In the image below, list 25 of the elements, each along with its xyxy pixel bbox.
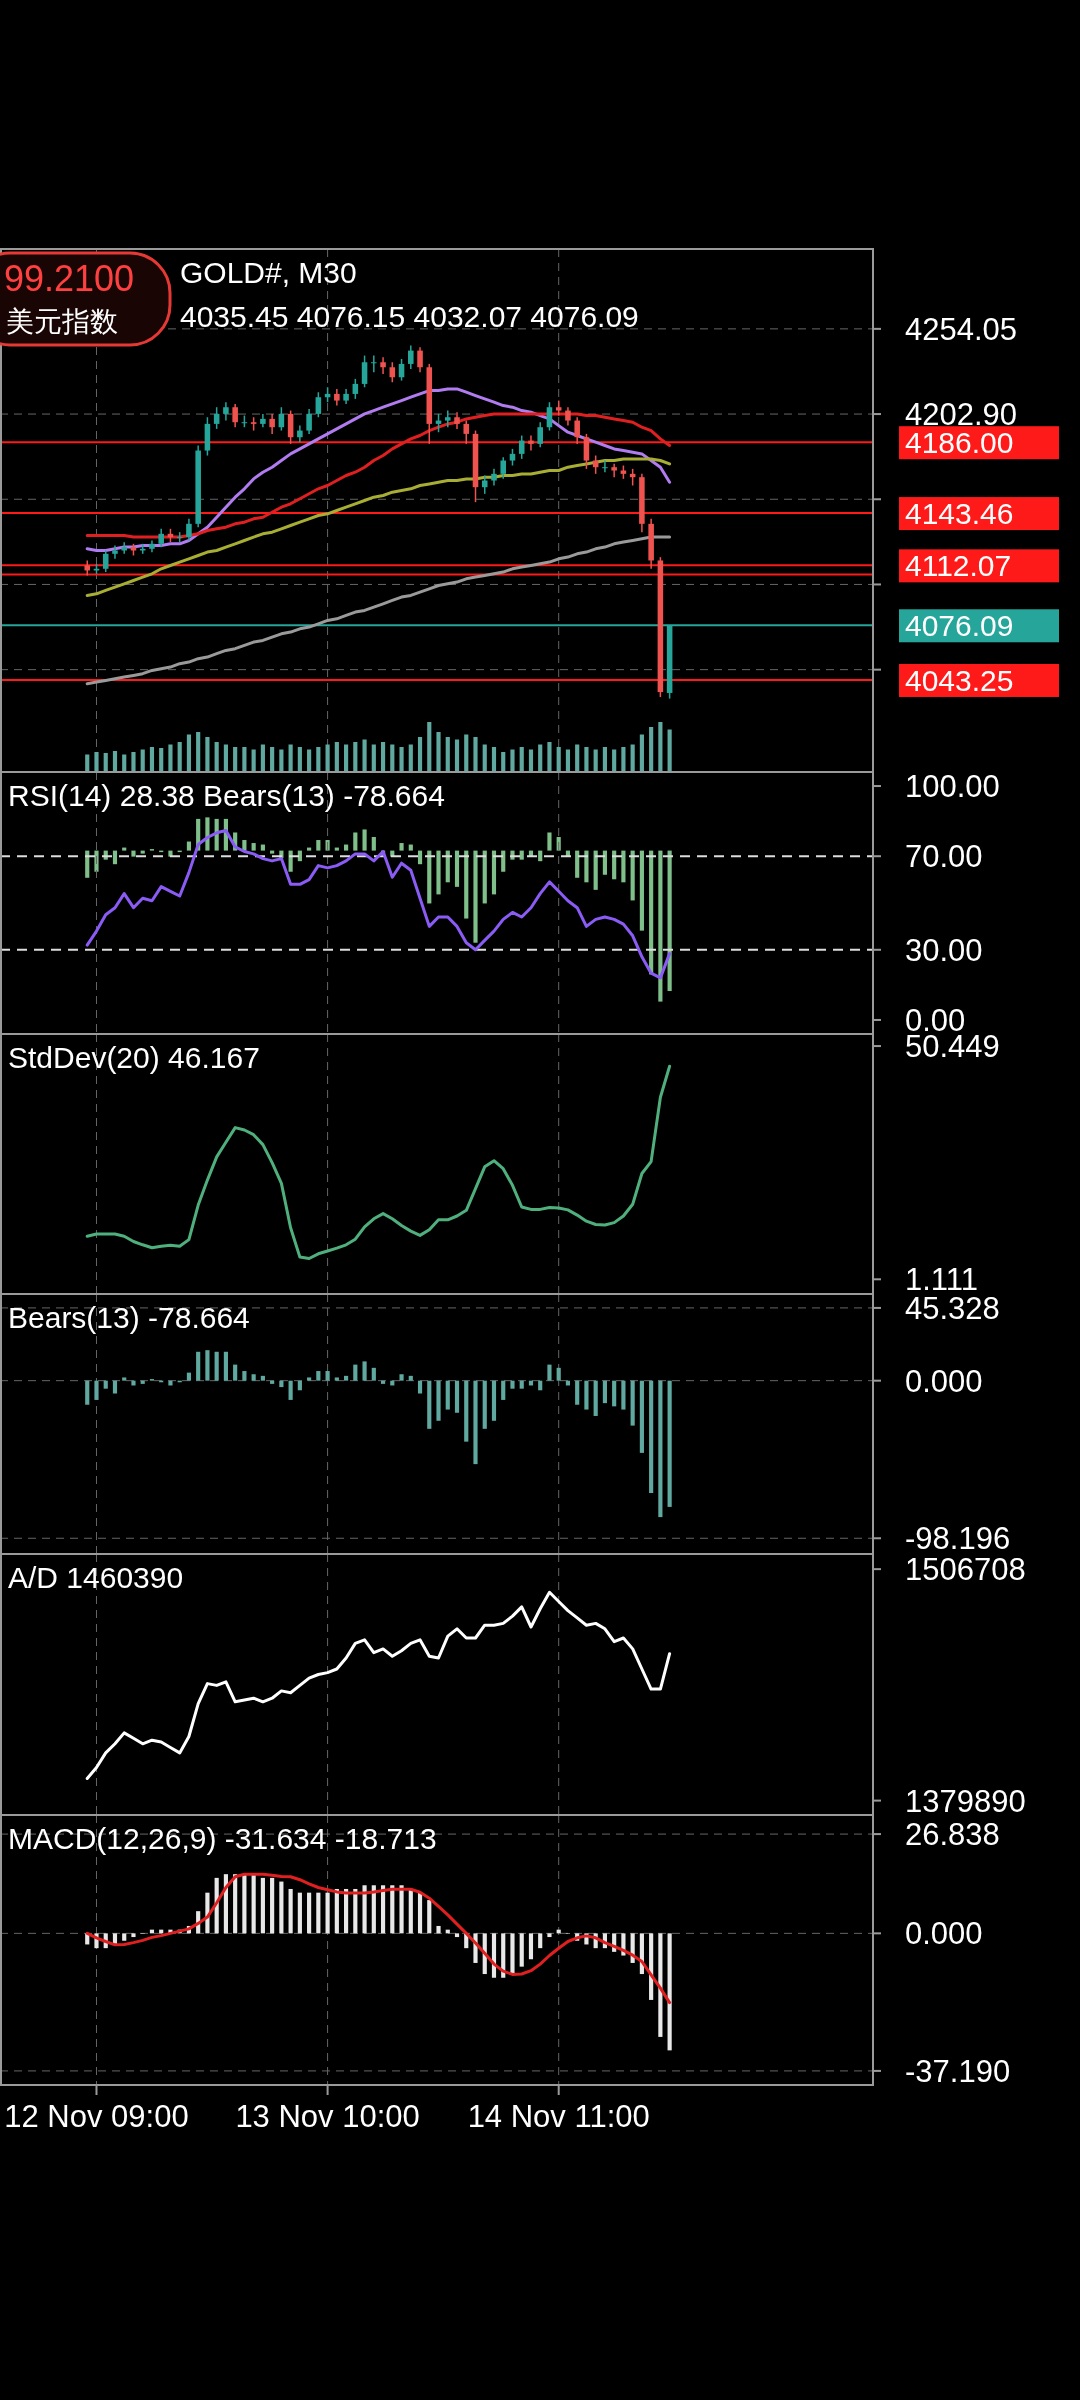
ref-line-label: 4143.46 [905, 497, 1014, 531]
y-tick-label: 0.000 [905, 1363, 983, 1399]
y-tick-label: 1379890 [905, 1783, 1026, 1819]
chart-title: MACD(12,26,9) -31.634 -18.713 [8, 1822, 437, 1855]
ref-line-label: 4112.07 [905, 549, 1012, 583]
y-tick-label: 0.000 [905, 1916, 983, 1952]
y-tick-label: 30.00 [905, 932, 983, 968]
chart-title: GOLD#, M30 [180, 256, 357, 289]
chart-title: Bears(13) -78.664 [8, 1301, 250, 1334]
annotation: 99.2100 [4, 258, 135, 299]
x-tick-label: 14 Nov 11:00 [467, 2099, 650, 2134]
y-tick-label: 70.00 [905, 839, 983, 875]
chart-title: StdDev(20) 46.167 [8, 1041, 260, 1074]
annotation: 美元指数 [6, 306, 118, 337]
chart-title: RSI(14) 28.38 Bears(13) -78.664 [8, 779, 445, 812]
y-tick-label: 26.838 [905, 1817, 1000, 1853]
y-tick-label: 100.00 [905, 769, 1000, 805]
ref-line-label: 4043.25 [905, 663, 1014, 697]
x-tick-label: 13 Nov 10:00 [235, 2099, 420, 2134]
x-tick-label: 12 Nov 09:00 [4, 2099, 189, 2134]
ref-line-label: 4076.09 [905, 609, 1014, 643]
chart-title: A/D 1460390 [8, 1561, 184, 1594]
y-tick-label: 4254.05 [905, 311, 1018, 347]
text: 4035.45 4076.15 4032.07 4076.09 [180, 300, 639, 333]
y-tick-label: -37.190 [905, 2053, 1011, 2089]
